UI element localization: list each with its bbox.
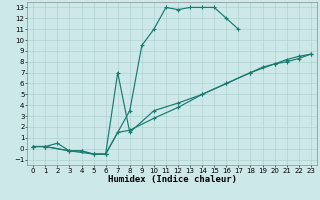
X-axis label: Humidex (Indice chaleur): Humidex (Indice chaleur) (108, 175, 236, 184)
